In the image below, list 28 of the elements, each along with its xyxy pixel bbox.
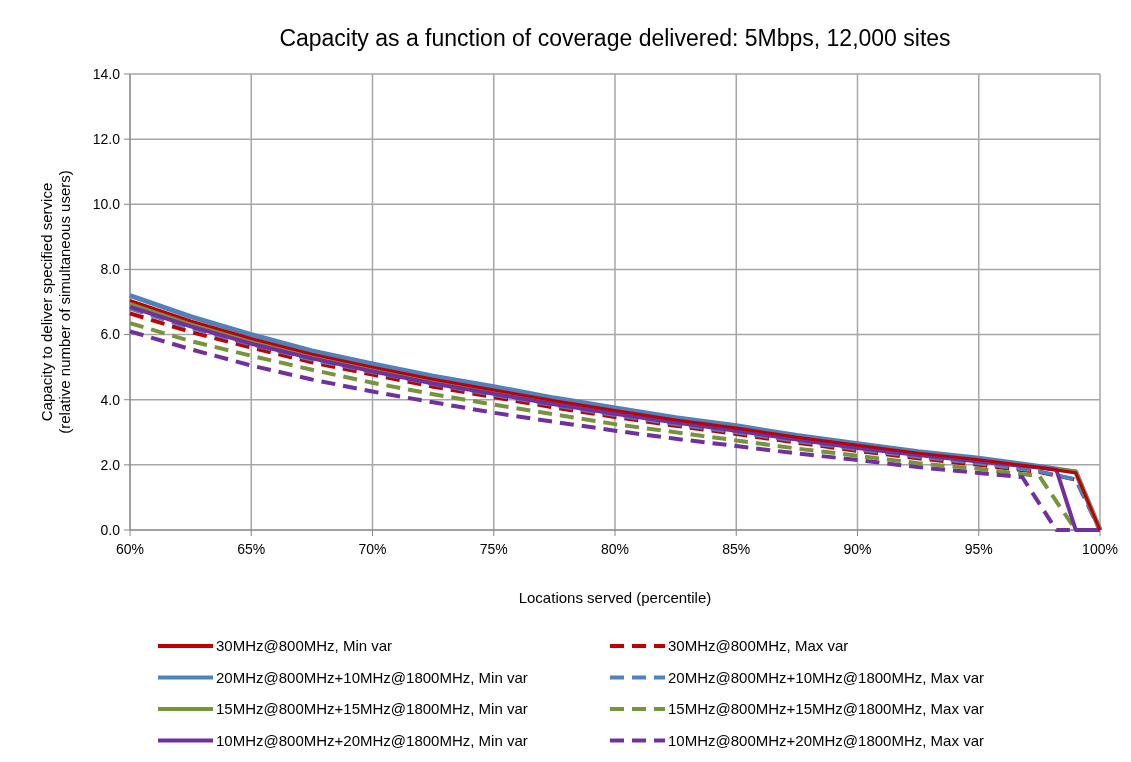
y-tick-label: 12.0 bbox=[92, 131, 121, 148]
legend-label: 30MHz@800MHz, Max var bbox=[668, 637, 849, 655]
legend-label: 30MHz@800MHz, Min var bbox=[216, 637, 393, 655]
x-tick-label: 75% bbox=[479, 541, 508, 557]
y-tick-label: 4.0 bbox=[100, 391, 121, 408]
y-tick-label: 14.0 bbox=[92, 65, 121, 82]
x-tick-label: 70% bbox=[358, 541, 387, 557]
y-tick-label: 0.0 bbox=[100, 521, 121, 538]
y-tick-label: 10.0 bbox=[92, 196, 121, 213]
x-tick-label: 65% bbox=[237, 541, 266, 557]
chart-title: Capacity as a function of coverage delivered: 5Mbps, 12,000 sites bbox=[279, 25, 951, 51]
x-tick-label: 95% bbox=[964, 541, 993, 557]
legend-label: 15MHz@800MHz+15MHz@1800MHz, Max var bbox=[668, 700, 984, 718]
x-tick-label: 100% bbox=[1082, 541, 1118, 557]
x-tick-label: 90% bbox=[843, 541, 872, 557]
x-tick-label: 85% bbox=[722, 541, 751, 557]
legend-label: 20MHz@800MHz+10MHz@1800MHz, Min var bbox=[216, 668, 528, 686]
legend-label: 20MHz@800MHz+10MHz@1800MHz, Max var bbox=[668, 668, 984, 686]
x-tick-label: 80% bbox=[600, 541, 630, 557]
x-axis-title: Locations served (percentile) bbox=[518, 589, 712, 606]
y-tick-label: 6.0 bbox=[100, 326, 121, 343]
legend-label: 10MHz@800MHz+20MHz@1800MHz, Max var bbox=[668, 731, 984, 749]
x-tick-label: 60% bbox=[115, 541, 145, 557]
y-tick-label: 2.0 bbox=[100, 456, 121, 473]
legend-label: 10MHz@800MHz+20MHz@1800MHz, Min var bbox=[216, 731, 528, 749]
y-axis-title: Capacity to deliver specified service (relative number of simultaneous users) bbox=[38, 170, 73, 434]
y-tick-label: 8.0 bbox=[100, 261, 121, 278]
legend-label: 15MHz@800MHz+15MHz@1800MHz, Min var bbox=[216, 700, 528, 718]
